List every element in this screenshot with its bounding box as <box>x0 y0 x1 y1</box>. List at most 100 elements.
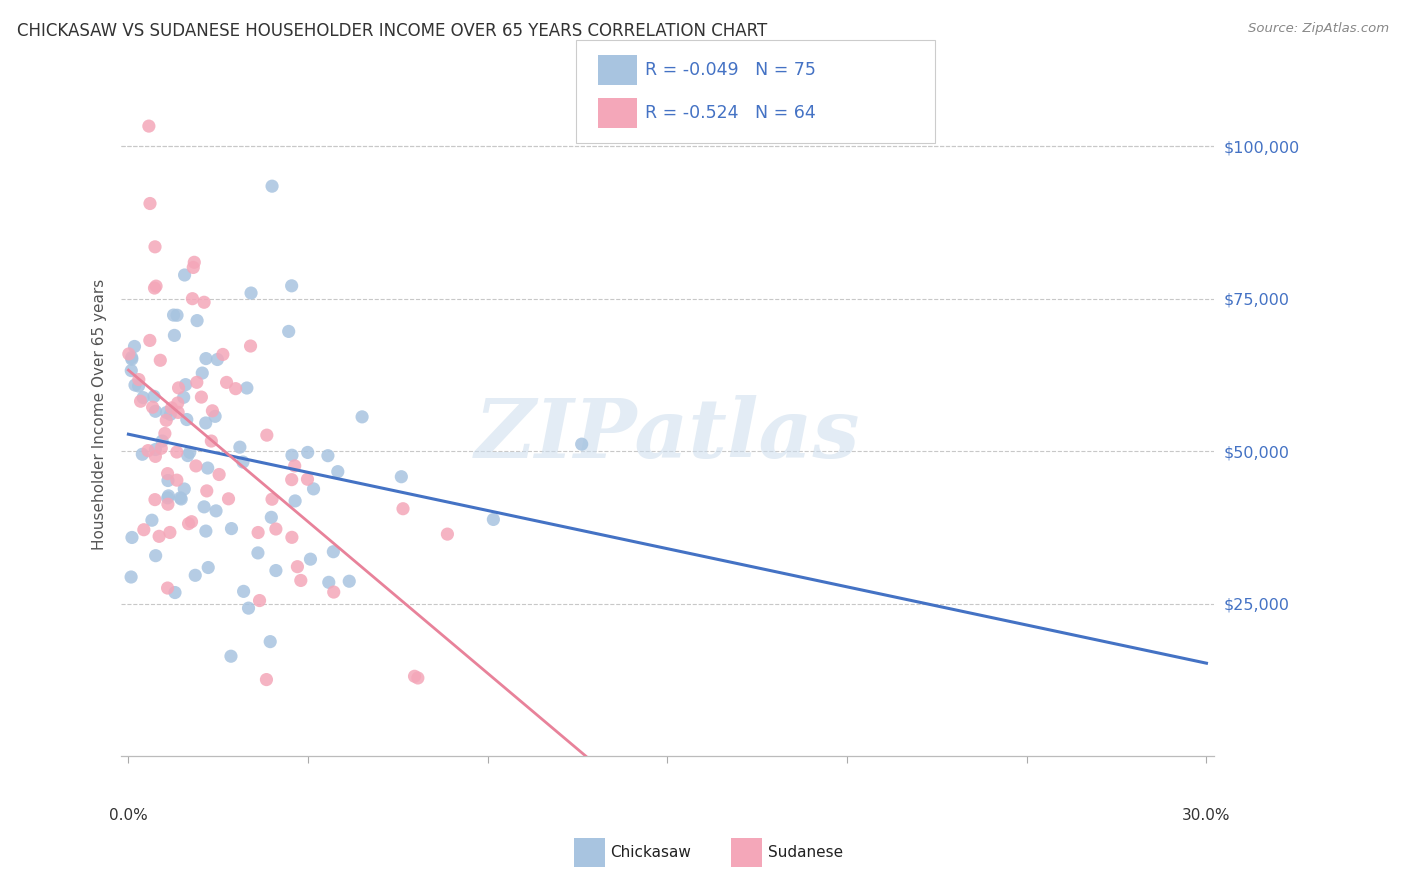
Point <box>139 334 162 348</box>
Point <box>121 352 143 367</box>
Point <box>131 447 153 461</box>
Point <box>404 669 426 683</box>
Point <box>121 531 143 545</box>
Point <box>120 363 142 377</box>
Point <box>183 255 205 269</box>
Point <box>389 469 412 483</box>
Point <box>246 546 269 560</box>
Point <box>184 458 207 473</box>
Point <box>247 525 270 540</box>
Point <box>205 504 228 518</box>
Point <box>264 522 287 536</box>
Point <box>280 278 302 293</box>
Text: ZIPatlas: ZIPatlas <box>475 395 860 475</box>
Point <box>121 351 143 365</box>
Point <box>141 513 163 527</box>
Point <box>200 434 222 448</box>
Point <box>194 416 217 430</box>
Point <box>215 376 238 390</box>
Point <box>322 545 344 559</box>
Point <box>155 413 177 427</box>
Point <box>138 119 160 133</box>
Point <box>201 404 224 418</box>
Point <box>318 575 340 590</box>
Point <box>232 584 254 599</box>
Point <box>287 559 309 574</box>
Point <box>118 347 141 361</box>
Point <box>190 390 212 404</box>
Text: R = -0.524   N = 64: R = -0.524 N = 64 <box>645 104 815 122</box>
Point <box>173 268 195 282</box>
Point <box>208 467 231 482</box>
Point <box>167 405 190 419</box>
Point <box>155 405 177 419</box>
Point <box>124 339 146 353</box>
Point <box>177 516 200 531</box>
Point <box>290 574 312 588</box>
Point <box>166 473 188 487</box>
Point <box>142 401 165 415</box>
Point <box>173 482 195 496</box>
Point <box>284 494 307 508</box>
Point <box>145 279 167 293</box>
Point <box>232 455 254 469</box>
Point <box>157 489 180 503</box>
Point <box>136 443 159 458</box>
Point <box>166 445 188 459</box>
Point <box>260 492 283 507</box>
Point <box>204 409 226 424</box>
Point <box>326 465 349 479</box>
Point <box>284 458 307 473</box>
Point <box>156 491 179 505</box>
Point <box>225 382 247 396</box>
Point <box>193 295 215 310</box>
Text: CHICKASAW VS SUDANESE HOUSEHOLDER INCOME OVER 65 YEARS CORRELATION CHART: CHICKASAW VS SUDANESE HOUSEHOLDER INCOME… <box>17 22 768 40</box>
Point <box>148 529 170 543</box>
Point <box>167 381 190 395</box>
Point <box>156 467 179 481</box>
Point <box>128 379 150 393</box>
Point <box>211 347 233 361</box>
Point <box>249 593 271 607</box>
Text: Chickasaw: Chickasaw <box>610 846 692 860</box>
Text: R = -0.049   N = 75: R = -0.049 N = 75 <box>645 62 817 79</box>
Point <box>256 673 278 687</box>
Point <box>322 585 344 599</box>
Point <box>156 497 179 511</box>
Point <box>229 440 252 454</box>
Point <box>143 492 166 507</box>
Point <box>173 390 195 404</box>
Point <box>145 442 167 457</box>
Point <box>159 525 181 540</box>
Point <box>150 442 173 456</box>
Point <box>197 461 219 475</box>
Point <box>139 196 162 211</box>
Point <box>166 308 188 322</box>
Point <box>159 408 181 422</box>
Point <box>177 449 200 463</box>
Point <box>153 426 176 441</box>
Point <box>166 396 188 410</box>
Point <box>160 401 183 415</box>
Point <box>260 510 283 524</box>
Point <box>163 585 186 599</box>
Point <box>406 671 429 685</box>
Point <box>162 308 184 322</box>
Point <box>194 524 217 538</box>
Point <box>197 560 219 574</box>
Point <box>207 352 229 367</box>
Point <box>169 491 191 505</box>
Point <box>145 549 167 563</box>
Point <box>181 292 204 306</box>
Point <box>170 491 193 506</box>
Point <box>259 634 281 648</box>
Point <box>239 339 262 353</box>
Point <box>297 445 319 459</box>
Point <box>174 377 197 392</box>
Point <box>132 391 155 405</box>
Point <box>302 482 325 496</box>
Point <box>143 240 166 254</box>
Point <box>176 412 198 426</box>
Point <box>218 491 240 506</box>
Point <box>392 501 415 516</box>
